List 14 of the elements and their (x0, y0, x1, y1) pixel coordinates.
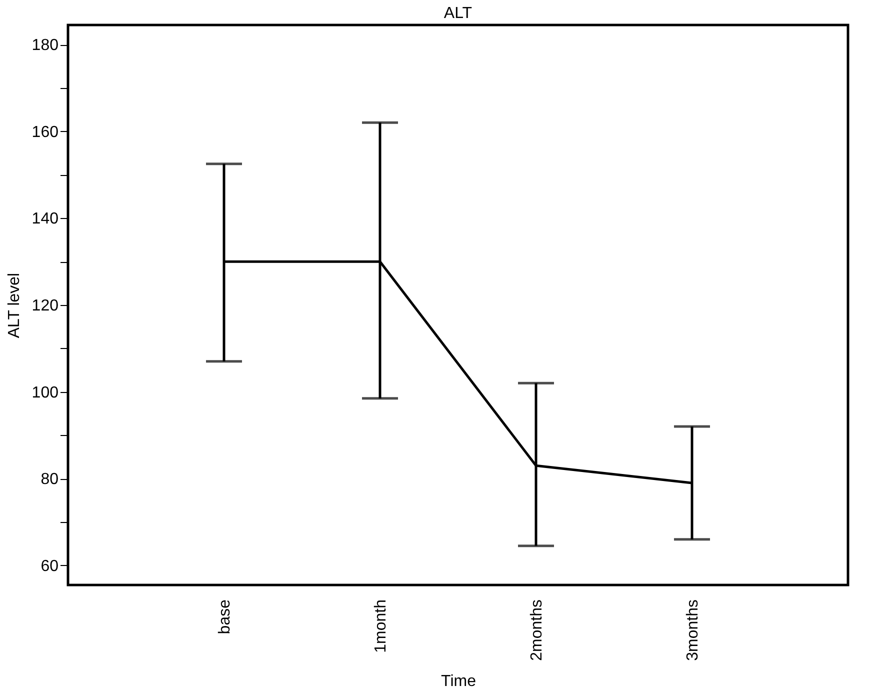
chart-title: ALT (444, 5, 472, 22)
y-axis-title: ALT level (6, 272, 23, 338)
x-tick-label: base (216, 599, 234, 634)
x-tick-label: 2months (528, 600, 546, 661)
y-tick-label: 160 (32, 124, 59, 141)
y-tick-label: 120 (32, 298, 59, 314)
x-axis-title: Time (441, 672, 476, 689)
y-tick-label: 80 (40, 471, 59, 488)
y-tick-label: 180 (32, 37, 59, 54)
y-tick-label: 140 (32, 210, 59, 228)
y-tick-label: 100 (32, 384, 59, 402)
x-tick-label: 1month (372, 600, 390, 653)
y-tick-label: 60 (40, 558, 59, 575)
x-tick-label: 3months (684, 600, 702, 661)
